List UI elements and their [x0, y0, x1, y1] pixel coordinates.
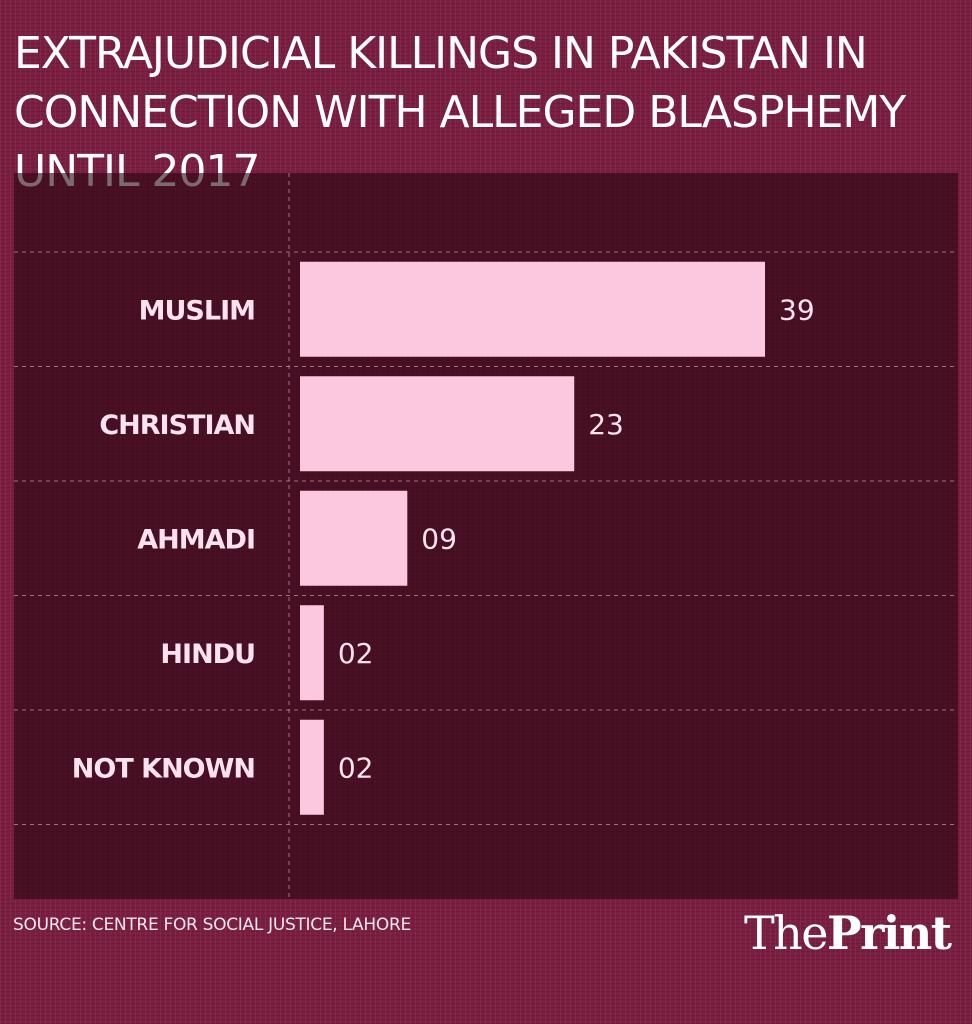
- bar-hindu: [300, 605, 324, 701]
- chart-title: EXTRAJUDICIAL KILLINGS IN PAKISTAN IN CO…: [14, 28, 906, 197]
- logo-print: Print: [827, 906, 952, 960]
- value-label: 23: [588, 408, 624, 441]
- bar-muslim: [300, 261, 765, 357]
- bar-ahmadi: [300, 490, 408, 586]
- value-label: 02: [338, 637, 374, 670]
- value-label: 09: [421, 522, 457, 555]
- bar-not-known: [300, 719, 324, 815]
- value-label: 39: [779, 293, 815, 326]
- category-label: AHMADI: [137, 524, 255, 555]
- category-label: CHRISTIAN: [99, 410, 255, 441]
- bar-christian: [300, 376, 575, 472]
- value-label: 02: [338, 751, 374, 784]
- category-label: HINDU: [160, 639, 255, 670]
- logo-the: The: [744, 906, 829, 960]
- category-label: NOT KNOWN: [72, 753, 255, 784]
- source-note: SOURCE: CENTRE FOR SOCIAL JUSTICE, LAHOR…: [13, 915, 411, 935]
- category-label: MUSLIM: [139, 295, 255, 326]
- theprint-logo: ThePrint: [744, 906, 952, 960]
